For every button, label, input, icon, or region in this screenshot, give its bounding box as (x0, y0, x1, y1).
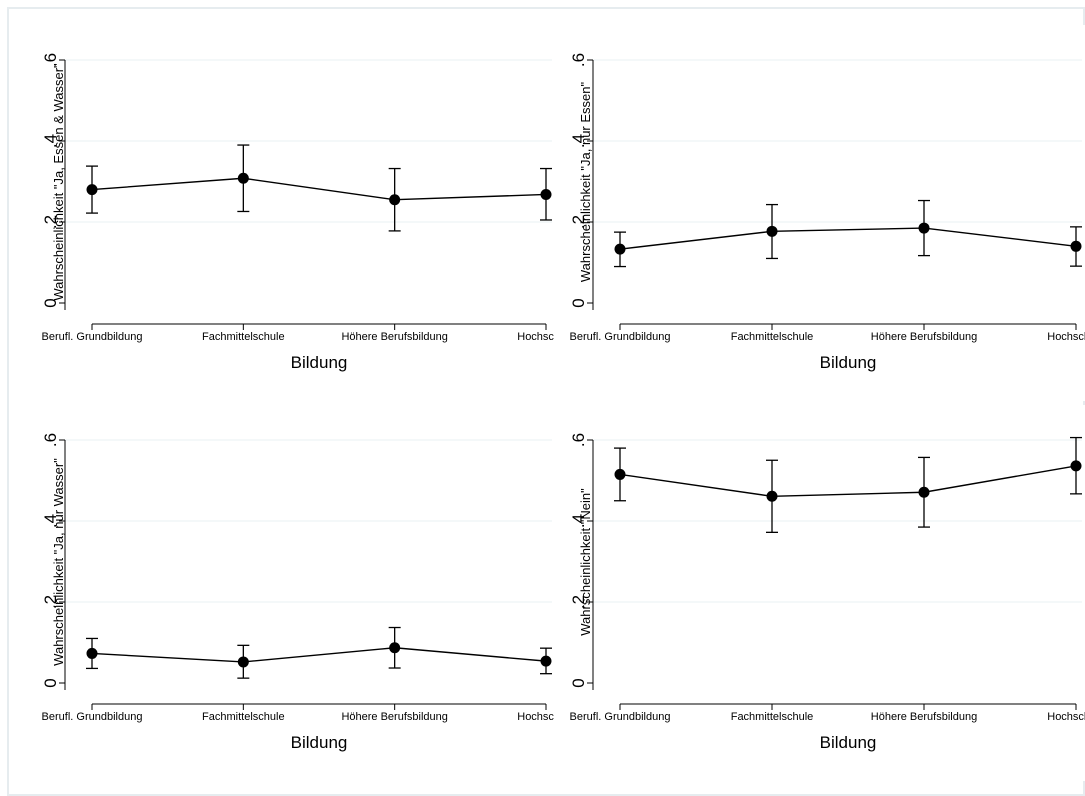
data-point (389, 642, 401, 654)
x-tick-label: Hochschule (1047, 711, 1085, 723)
x-axis-title: Bildung (820, 353, 877, 372)
x-axis-title: Bildung (820, 733, 877, 752)
data-point (918, 486, 930, 498)
x-tick-label: Berufl. Grundbildung (570, 331, 671, 343)
series-line (91, 647, 547, 663)
x-tick-label: Berufl. Grundbildung (570, 711, 671, 723)
chart-panel-1: 0 .2 .4 .6 Berufl. Grundbildung Fachmittelsch… (26, 25, 575, 401)
y-tick-label: .4 (41, 134, 60, 148)
y-tick-label: .2 (41, 215, 60, 229)
series-line (619, 227, 1077, 250)
x-tick-label: Fachmittelschule (202, 331, 285, 343)
x-tick-label: Höhere Berufsbildung (341, 331, 447, 343)
y-axis-title: Wahrscheinlichkeit "Ja, nur Essen" (578, 82, 593, 283)
y-tick-label: .6 (41, 53, 60, 67)
chart-panel-4: 0 .2 .4 .6 Berufl. Grundbildung Fachmittelsch… (554, 405, 1085, 781)
data-point (766, 225, 778, 237)
x-tick-label: Berufl. Grundbildung (42, 711, 143, 723)
y-tick-label: .2 (41, 595, 60, 609)
data-point (766, 490, 778, 502)
data-point (918, 222, 930, 234)
data-point (86, 647, 98, 659)
y-tick-label: .2 (569, 215, 588, 229)
x-tick-label: Fachmittelschule (731, 711, 814, 723)
x-tick-label: Fachmittelschule (731, 331, 814, 343)
y-tick-label: .6 (569, 53, 588, 67)
series-line (91, 177, 547, 201)
data-point (237, 656, 249, 668)
panel-background (554, 25, 1085, 401)
data-point (540, 188, 552, 200)
data-point (540, 655, 552, 667)
x-tick-label: Fachmittelschule (202, 711, 285, 723)
y-tick-label: 0 (41, 678, 60, 687)
data-point (1070, 460, 1082, 472)
y-tick-label: 0 (569, 298, 588, 307)
data-point (614, 468, 626, 480)
y-tick-label: .4 (41, 514, 60, 528)
x-tick-label: Hochschule (1047, 331, 1085, 343)
y-tick-label: .6 (569, 433, 588, 447)
data-point (86, 184, 98, 196)
y-axis-title: Wahrscheinlichkeit "Nein" (578, 488, 593, 636)
x-axis-title: Bildung (291, 353, 348, 372)
y-tick-label: .6 (41, 433, 60, 447)
y-tick-label: 0 (569, 678, 588, 687)
panel-background (26, 25, 551, 401)
x-axis-title: Bildung (291, 733, 348, 752)
data-point (237, 172, 249, 184)
x-tick-label: Höhere Berufsbildung (871, 711, 977, 723)
y-tick-label: .2 (569, 595, 588, 609)
panel-background (554, 405, 1085, 781)
y-axis-title: Wahrscheinlichkeit "Ja, nur Wasser" (51, 458, 66, 666)
x-tick-label: Höhere Berufsbildung (871, 331, 977, 343)
series-line (619, 465, 1077, 497)
y-tick-label: 0 (41, 298, 60, 307)
chart-panel-2: 0 .2 .4 .6 Berufl. Grundbildung Fachmittelsch… (554, 25, 1085, 401)
data-point (614, 243, 626, 255)
chart-panel-3: 0 .2 .4 .6 Berufl. Grundbildung Fachmittelsch… (26, 405, 575, 781)
data-point (1070, 240, 1082, 252)
y-tick-label: .4 (569, 514, 588, 528)
x-tick-label: Höhere Berufsbildung (341, 711, 447, 723)
x-tick-label: Berufl. Grundbildung (42, 331, 143, 343)
panel-background (26, 405, 551, 781)
y-tick-label: .4 (569, 134, 588, 148)
data-point (389, 194, 401, 206)
y-axis-title: Wahrscheinlichkeit "Ja, Essen & Wasser" (51, 63, 66, 301)
figure-frame (7, 7, 1085, 796)
